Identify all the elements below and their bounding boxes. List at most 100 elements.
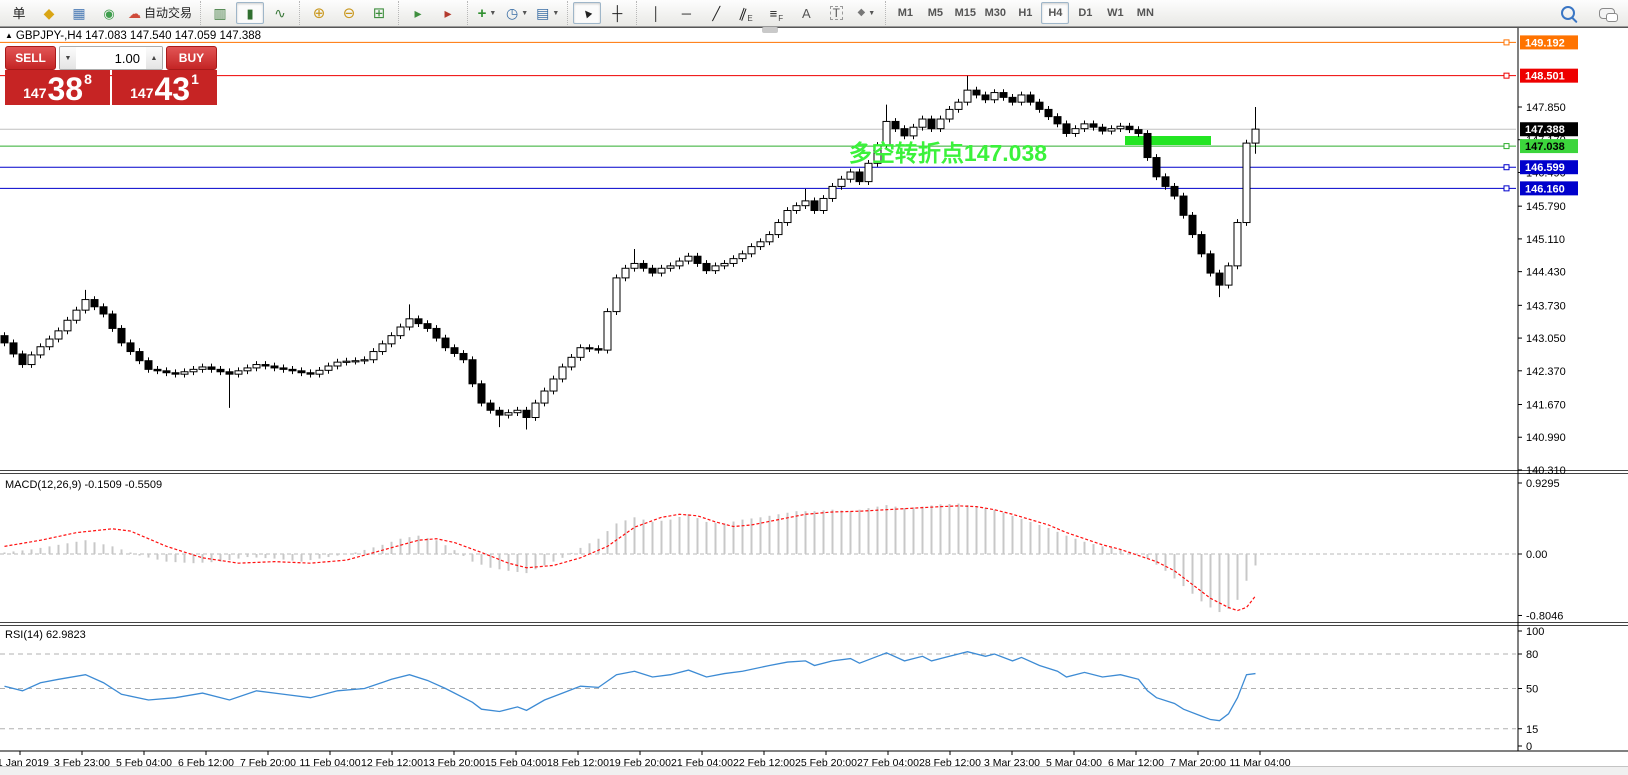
level-handle[interactable] — [1503, 72, 1510, 79]
candle-body — [144, 360, 153, 370]
candle-body — [153, 368, 162, 372]
candle-body — [63, 319, 72, 332]
candle-body — [261, 364, 270, 367]
tf-m5[interactable]: M5 — [921, 2, 949, 24]
candle-body — [72, 309, 81, 321]
crosshair-button[interactable]: ┼ — [603, 2, 631, 24]
candle-body — [441, 337, 450, 349]
periods-button[interactable]: ◷ ▼ — [503, 2, 531, 24]
text-button[interactable]: A — [792, 2, 820, 24]
buy-button[interactable]: BUY — [165, 46, 217, 70]
candle-body — [1242, 142, 1251, 224]
auto-trading-button[interactable]: ☁ 自动交易 — [125, 2, 195, 24]
volume-increase-button[interactable]: ▲ — [145, 47, 162, 69]
cursor-button[interactable]: ▲ — [573, 2, 602, 24]
zoom-in-button[interactable]: ⊕ — [305, 2, 333, 24]
buy-price-tile[interactable]: 147 43 1 — [112, 70, 217, 105]
rsi-tick-label: 0 — [1526, 741, 1532, 753]
signals-icon-icon: ◉ — [103, 5, 115, 21]
candle-body — [549, 378, 558, 392]
candle-body — [1026, 94, 1035, 103]
symbol-expand-icon[interactable]: ▲ — [5, 31, 13, 40]
vertical-line-button[interactable]: │ — [642, 2, 670, 24]
channel-button[interactable]: ∥ E — [732, 2, 760, 24]
candle-body — [522, 409, 531, 419]
tf-w1[interactable]: W1 — [1101, 2, 1129, 24]
volume-input[interactable] — [75, 47, 146, 69]
candle-body — [738, 253, 747, 260]
tf-h1[interactable]: H1 — [1011, 2, 1039, 24]
level-handle[interactable] — [1503, 164, 1510, 171]
candle-body — [351, 360, 360, 363]
candle-body — [657, 267, 666, 274]
price-badge — [1520, 139, 1578, 154]
tf-h4[interactable]: H4 — [1041, 2, 1070, 24]
candle-body — [126, 342, 135, 353]
candle-body — [243, 367, 252, 372]
horizontal-line-button[interactable]: ─ — [672, 2, 700, 24]
templates-button[interactable]: ▤ ▼ — [533, 2, 562, 24]
tf-d1[interactable]: D1 — [1071, 2, 1099, 24]
level-handle[interactable] — [1503, 185, 1510, 192]
trend-highlight-bar[interactable] — [1125, 136, 1211, 145]
candle-body — [918, 118, 927, 128]
tf-h1-label: H1 — [1018, 6, 1033, 19]
auto-scroll-button-icon: ▸ — [414, 5, 422, 21]
tile-windows-button[interactable]: ⊞ — [365, 2, 393, 24]
signals-icon[interactable]: ◉ — [95, 2, 123, 24]
buy-price-prefix: 147 — [130, 85, 154, 101]
candle-body — [630, 262, 639, 269]
candle-body — [954, 101, 963, 110]
chart-window-icon-icon: ▦ — [72, 5, 86, 21]
chart-shift-button[interactable]: ▸ — [434, 2, 462, 24]
candle-body — [648, 267, 657, 274]
auto-scroll-button[interactable]: ▸ — [404, 2, 432, 24]
zoom-out-button[interactable]: ⊖ — [335, 2, 363, 24]
symbol-ohlc-line: ▲ GBPJPY-,H4 147.083 147.540 147.059 147.… — [5, 30, 261, 42]
buy-price-big: 43 — [154, 70, 191, 107]
dropdown-arrow-icon[interactable]: ▼ — [521, 9, 529, 17]
symbol-ohlc-text: GBPJPY-,H4 147.083 147.540 147.059 147.3… — [15, 30, 262, 42]
tf-m30[interactable]: M30 — [981, 2, 1009, 24]
rsi-tick-label: 100 — [1526, 626, 1544, 638]
tf-m15[interactable]: M15 — [951, 2, 979, 24]
level-handle[interactable] — [1503, 39, 1510, 46]
price-tick-label: 145.110 — [1526, 234, 1565, 246]
candle-body — [729, 258, 738, 264]
arrows-button[interactable]: ◆ ▼ — [852, 2, 880, 24]
candle-body — [1134, 129, 1143, 134]
pane-splitter-grip[interactable] — [762, 27, 778, 33]
candle-body — [1188, 214, 1197, 236]
search-button[interactable] — [1554, 2, 1582, 24]
line-chart-button[interactable]: ∿ — [266, 2, 294, 24]
text-label-button[interactable]: T — [822, 2, 850, 24]
tf-m1[interactable]: M1 — [891, 2, 919, 24]
trendline-button[interactable]: ╱ — [702, 2, 730, 24]
candle-body — [378, 343, 387, 353]
level-handle[interactable] — [1503, 143, 1510, 150]
trade-panel-prices: 147 38 8 147 43 1 — [5, 70, 217, 105]
bar-chart-button[interactable]: ▥ — [206, 2, 234, 24]
candle-body — [1179, 195, 1188, 216]
indicators-button[interactable]: + ▼ — [473, 2, 501, 24]
candle-body — [54, 330, 63, 340]
dropdown-arrow-icon[interactable]: ▼ — [868, 9, 876, 17]
horizontal-line-button-icon: ─ — [681, 5, 691, 21]
dropdown-arrow-icon[interactable]: ▼ — [489, 9, 497, 17]
pivot-annotation-text[interactable]: 多空转折点147.038 — [849, 140, 1047, 166]
toolbar-right — [1553, 2, 1628, 24]
dropdown-arrow-icon[interactable]: ▼ — [552, 9, 560, 17]
sell-button[interactable]: SELL — [5, 46, 57, 70]
candlestick-button[interactable]: ▮ — [236, 2, 265, 24]
fibonacci-button[interactable]: ≡ F — [762, 2, 790, 24]
sell-price-tile[interactable]: 147 38 8 — [5, 70, 110, 105]
chat-button[interactable] — [1593, 2, 1621, 24]
candle-body — [1125, 125, 1134, 131]
tf-mn[interactable]: MN — [1131, 2, 1159, 24]
candle-body — [234, 370, 243, 375]
volume-decrease-button[interactable]: ▼ — [59, 47, 76, 69]
orders-label[interactable]: 单 — [5, 2, 33, 24]
candle-body — [162, 370, 171, 374]
new-order-icon[interactable]: ◆ — [35, 2, 63, 24]
chart-window-icon[interactable]: ▦ — [65, 2, 93, 24]
